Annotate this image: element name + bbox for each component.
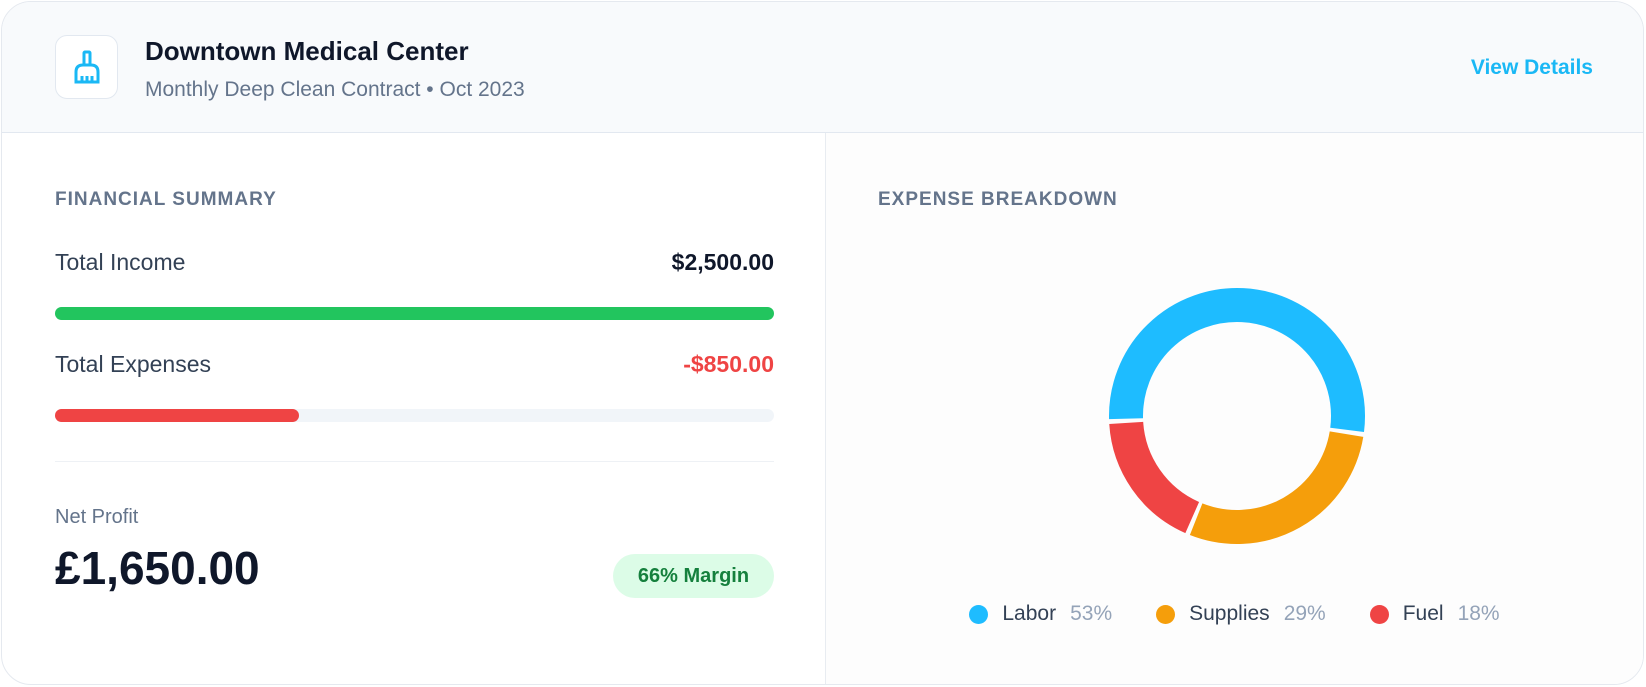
view-details-link[interactable]: View Details <box>1470 56 1593 79</box>
legend-percent: 29% <box>1283 602 1326 625</box>
expenses-value: -$850.00 <box>683 351 774 377</box>
donut-slice-labor <box>1109 288 1365 433</box>
donut-slice-fuel <box>1109 421 1200 534</box>
income-bar <box>55 307 774 320</box>
financial-summary-heading: FINANCIAL SUMMARY <box>55 189 277 210</box>
legend-dot <box>1156 604 1176 624</box>
income-label: Total Income <box>55 249 186 275</box>
net-profit-label: Net Profit <box>55 506 139 528</box>
expenses-bar <box>55 409 774 422</box>
chart-legend: Labor 53% Supplies 29% Fuel 18% <box>826 602 1643 626</box>
card-header: Downtown Medical Center Monthly Deep Cle… <box>2 2 1643 133</box>
expense-breakdown-heading: EXPENSE BREAKDOWN <box>878 189 1118 210</box>
contract-subtitle: Monthly Deep Clean Contract • Oct 2023 <box>145 78 525 101</box>
net-profit-value: £1,650.00 <box>55 542 260 594</box>
legend-label: Labor <box>1002 602 1057 625</box>
income-row: Total Income $2,500.00 <box>55 249 774 276</box>
margin-badge: 66% Margin <box>613 554 774 598</box>
legend-percent: 53% <box>1070 602 1113 625</box>
donut-slice-supplies <box>1189 430 1364 544</box>
expense-breakdown-panel: EXPENSE BREAKDOWN Labor 53% Supplies 29% F… <box>826 133 1643 684</box>
client-title: Downtown Medical Center <box>145 36 469 66</box>
donut-chart <box>1109 288 1365 544</box>
legend-dot <box>969 604 989 624</box>
expenses-bar-fill <box>55 409 300 422</box>
legend-percent: 18% <box>1457 602 1500 625</box>
legend-label: Supplies <box>1189 602 1270 625</box>
legend-item-fuel: Fuel 18% <box>1369 602 1500 626</box>
broom-icon <box>55 35 118 99</box>
legend-item-supplies: Supplies 29% <box>1156 602 1326 626</box>
divider <box>55 461 774 462</box>
legend-label: Fuel <box>1402 602 1444 625</box>
legend-item-labor: Labor 53% <box>969 602 1112 626</box>
expenses-row: Total Expenses -$850.00 <box>55 351 774 378</box>
expenses-label: Total Expenses <box>55 351 211 377</box>
financial-summary-panel: FINANCIAL SUMMARY Total Income $2,500.00… <box>2 133 826 684</box>
income-bar-fill <box>55 307 774 320</box>
legend-dot <box>1369 604 1389 624</box>
income-value: $2,500.00 <box>671 249 774 275</box>
